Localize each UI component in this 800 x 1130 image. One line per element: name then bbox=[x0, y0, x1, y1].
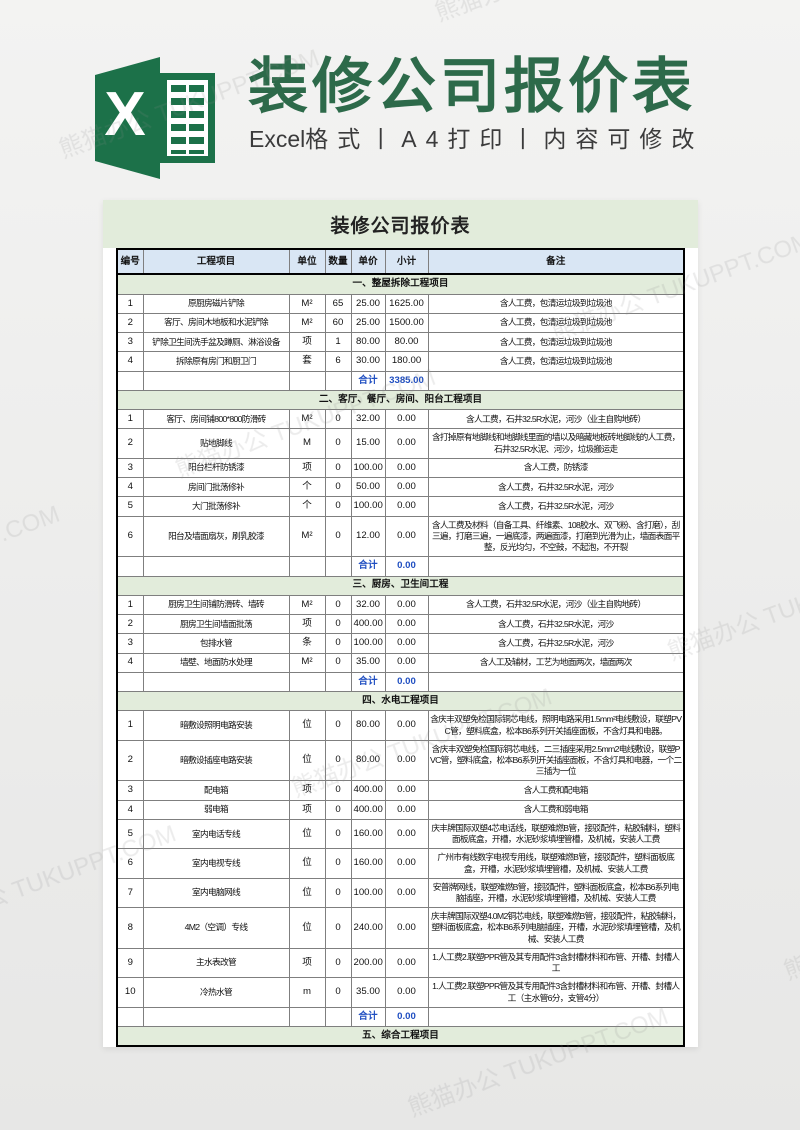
svg-text:X: X bbox=[104, 80, 145, 149]
